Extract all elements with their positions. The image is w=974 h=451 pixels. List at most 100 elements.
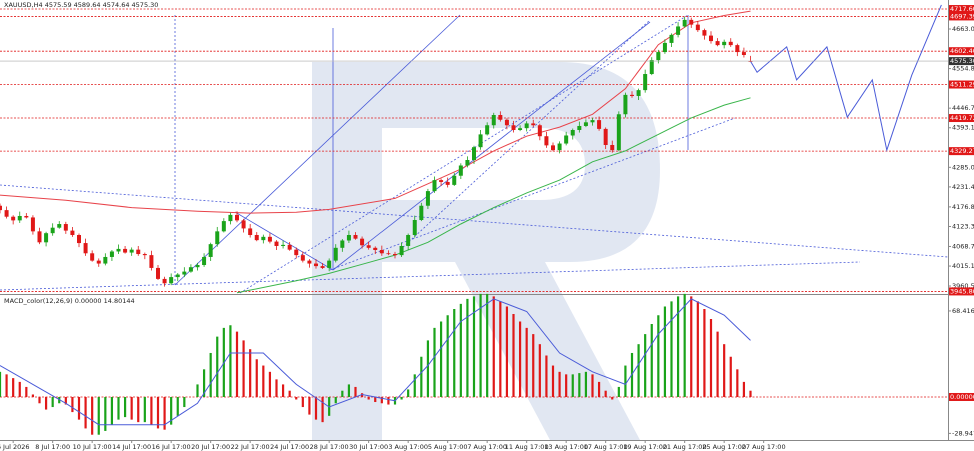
drawings — [0, 14, 949, 294]
x-tick-label: 11 Aug 17:00 — [505, 443, 549, 451]
x-tick-label: 13 Aug 17:00 — [544, 443, 588, 451]
candle-body — [248, 228, 253, 236]
candle-body — [169, 277, 174, 284]
candle-body — [491, 114, 496, 126]
candle-body — [386, 253, 391, 255]
candle-body — [136, 249, 141, 255]
candle-body — [406, 235, 411, 246]
trend-line — [0, 261, 861, 291]
level-label-box — [949, 287, 974, 296]
candle-body — [656, 52, 661, 61]
level-label: 4697.39 — [950, 12, 974, 20]
candle-body — [485, 125, 490, 135]
candle-body — [695, 24, 700, 31]
candle-body — [537, 125, 542, 137]
candle-body — [287, 244, 292, 250]
candle-body — [393, 254, 397, 256]
candle-body — [202, 256, 207, 266]
y-tick-label: 3960.55 — [952, 282, 974, 290]
candle-body — [300, 255, 305, 261]
candle-body — [458, 165, 463, 176]
x-tick-label: 22 Jul 17:00 — [231, 443, 270, 451]
candle-body — [630, 94, 634, 96]
candle-body — [735, 45, 740, 53]
x-tick-label: 6 Jul 2026 — [0, 443, 29, 451]
x-tick-label: 20 Jul 17:00 — [191, 443, 230, 451]
x-tick-label: 27 Aug 17:00 — [742, 443, 786, 451]
candle-body — [142, 254, 147, 256]
candle-body — [4, 210, 9, 217]
candle-body — [70, 230, 75, 236]
candle-body — [156, 267, 160, 279]
candle-body — [228, 214, 233, 222]
y-tick-label: -28.9471 — [952, 429, 974, 437]
candle-body — [340, 240, 345, 248]
candle-body — [439, 180, 444, 182]
candle-body — [419, 205, 424, 221]
candle-body — [162, 278, 167, 284]
candle-body — [722, 41, 727, 46]
candle-body — [478, 134, 483, 148]
trend-line — [174, 14, 461, 286]
x-tick-label: 16 Jul 17:00 — [152, 443, 191, 451]
candle-body — [267, 236, 272, 242]
level-label: 3945.80 — [950, 287, 974, 295]
candle-body — [452, 175, 457, 185]
candle-body — [57, 224, 62, 228]
y-tick-label: 4176.85 — [952, 203, 974, 211]
candle-body — [465, 160, 470, 166]
candle-body — [518, 128, 523, 130]
y-tick-label: 4231.45 — [952, 183, 974, 191]
candle-body — [24, 215, 29, 218]
overlay-line — [750, 4, 942, 153]
level-label-box — [949, 392, 974, 401]
candle-body — [399, 245, 404, 256]
candle-body — [511, 125, 516, 130]
panel-title: MACD_color(12,26,9) 0.00000 14.80144 — [4, 297, 135, 305]
candle-body — [116, 248, 121, 252]
candle-body — [366, 245, 371, 248]
candle-body — [715, 41, 720, 46]
candle-body — [103, 256, 108, 264]
candle-body — [109, 251, 114, 257]
y-tick-label: 4285.00 — [952, 163, 974, 171]
x-tick-label: 21 Aug 17:00 — [663, 443, 707, 451]
candle-body — [564, 135, 569, 144]
candle-body — [412, 220, 417, 236]
level-label-box — [949, 47, 974, 56]
candle-body — [557, 143, 562, 151]
candle-body — [327, 260, 332, 268]
trend-line — [332, 21, 651, 271]
x-tick-label: 24 Jul 17:00 — [270, 443, 309, 451]
candle-body — [175, 274, 180, 278]
candle-body — [597, 120, 602, 129]
candle-body — [643, 74, 648, 91]
trend-line — [0, 184, 949, 258]
candle-body — [314, 263, 318, 267]
candle-body — [709, 35, 713, 42]
candle-body — [583, 122, 588, 126]
candle-body — [702, 30, 707, 36]
candle-body — [77, 235, 81, 244]
candle-body — [689, 19, 694, 25]
y-tick-label: 68.4165 — [952, 307, 974, 315]
candle-body — [636, 90, 641, 96]
candle-body — [17, 215, 22, 221]
candle-body — [221, 221, 226, 232]
level-label-box — [949, 12, 974, 21]
level-label: 4511.29 — [950, 81, 974, 89]
candle-body — [669, 34, 674, 43]
candle-body — [96, 260, 101, 264]
candle-body — [90, 253, 95, 261]
last-price-box — [949, 57, 974, 66]
x-tick-label: 25 Aug 17:00 — [702, 443, 746, 451]
x-tick-label: 7 Aug 17:00 — [467, 443, 507, 451]
y-tick-label: 4446.70 — [952, 104, 974, 112]
candle-body — [0, 205, 2, 211]
x-tick-label: 3 Aug 17:00 — [388, 443, 428, 451]
candle-body — [281, 244, 286, 246]
x-tick-label: 5 Aug 17:00 — [428, 443, 468, 451]
y-tick-label: 4393.15 — [952, 124, 974, 132]
